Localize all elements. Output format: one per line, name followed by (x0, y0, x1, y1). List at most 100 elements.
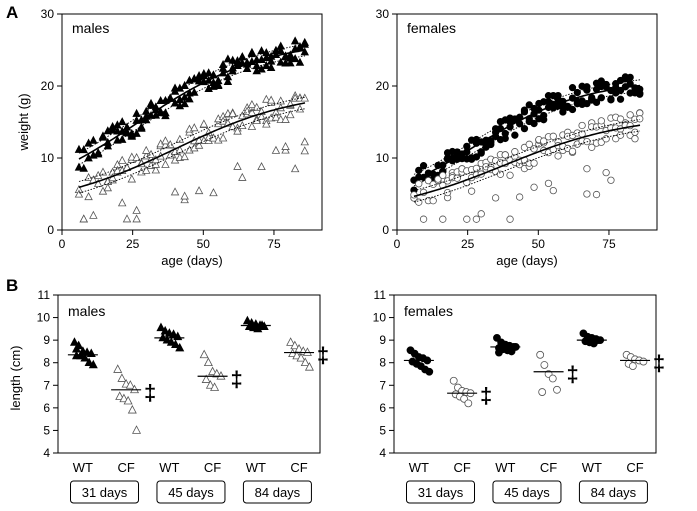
data-point (89, 210, 98, 219)
data-point (194, 186, 204, 195)
series-cf (410, 109, 644, 223)
data-point (123, 395, 133, 405)
data-point (597, 117, 605, 125)
data-point (276, 96, 285, 105)
data-point (80, 353, 90, 362)
data-point (115, 391, 125, 400)
data-point (439, 171, 447, 180)
data-point (216, 371, 226, 380)
data-point (616, 131, 625, 139)
data-point (276, 46, 285, 55)
data-point (89, 135, 98, 144)
confidence-band-lower (78, 108, 306, 194)
data-point (463, 142, 471, 150)
data-point (300, 93, 309, 102)
data-point (516, 193, 524, 201)
data-point (467, 187, 476, 195)
data-point (113, 126, 122, 135)
data-point (141, 165, 151, 174)
data-point (194, 140, 204, 149)
data-point (583, 190, 591, 198)
data-point (429, 197, 437, 205)
data-point (602, 169, 610, 177)
data-point (132, 108, 141, 117)
data-point (122, 214, 132, 223)
significance-marker: ‡ (230, 366, 242, 391)
y-tick-label: 20 (41, 79, 55, 93)
y-tick-label: 6 (43, 401, 50, 415)
data-point (530, 119, 538, 128)
data-point (540, 361, 549, 369)
data-point (583, 165, 591, 173)
data-point (300, 357, 310, 367)
fit-curve (78, 102, 306, 189)
data-point (626, 73, 634, 82)
data-point (257, 46, 266, 55)
data-point (151, 165, 161, 174)
group-3: ‡ CF (533, 350, 579, 475)
x-tick-label: 0 (394, 237, 401, 251)
data-point (639, 357, 648, 366)
data-point (132, 425, 142, 434)
data-point (79, 145, 88, 154)
data-point (84, 172, 93, 181)
data-point (84, 357, 94, 367)
data-point (252, 116, 261, 125)
data-point (295, 57, 305, 66)
data-point (495, 348, 503, 357)
fit-curve (413, 84, 641, 181)
day-group-box (406, 480, 476, 504)
data-point (477, 210, 485, 218)
data-point (548, 374, 557, 383)
data-point (103, 183, 113, 192)
series-cf (74, 91, 309, 223)
data-point (209, 133, 218, 142)
data-point (161, 136, 170, 145)
day-group-box (578, 480, 648, 504)
day-group-box (492, 480, 562, 504)
data-point (549, 186, 557, 195)
y-tick-label: 4 (379, 446, 386, 460)
data-point (424, 176, 433, 185)
data-point (71, 343, 82, 353)
panel-title: males (68, 303, 105, 319)
plot-frame (57, 294, 321, 454)
data-point (583, 99, 591, 108)
data-point (525, 140, 533, 148)
data-point (628, 362, 637, 371)
data-point (302, 347, 312, 356)
y-tick-label: 9 (43, 333, 50, 347)
data-point (117, 373, 127, 382)
data-point (544, 179, 553, 188)
significance-marker: ‡ (480, 383, 492, 408)
data-point (415, 166, 423, 175)
data-point (292, 350, 302, 360)
data-point (117, 155, 127, 164)
data-point (464, 399, 473, 408)
series-wt (74, 36, 309, 172)
data-point (578, 121, 586, 130)
data-point (477, 148, 485, 156)
group-5: ‡ CF (620, 350, 665, 475)
data-point (472, 215, 481, 223)
data-point (540, 137, 548, 145)
data-point (616, 95, 625, 103)
data-point (141, 145, 151, 154)
data-point (247, 121, 257, 130)
data-point (453, 174, 461, 182)
day-group-box (242, 480, 312, 504)
y-tick-label: 11 (38, 288, 51, 302)
data-point (501, 151, 509, 159)
data-point (276, 57, 285, 66)
day-group-label: 45 days (504, 485, 550, 500)
data-point (286, 50, 295, 59)
data-point (185, 94, 194, 103)
group-2: WT (490, 333, 521, 475)
series-wt (410, 73, 644, 194)
category-label: WT (159, 460, 179, 475)
group-1: ‡ CF (111, 364, 156, 475)
data-point (84, 192, 93, 201)
data-point (568, 147, 577, 155)
data-point (146, 98, 156, 107)
panel-b-letter: B (6, 276, 18, 295)
